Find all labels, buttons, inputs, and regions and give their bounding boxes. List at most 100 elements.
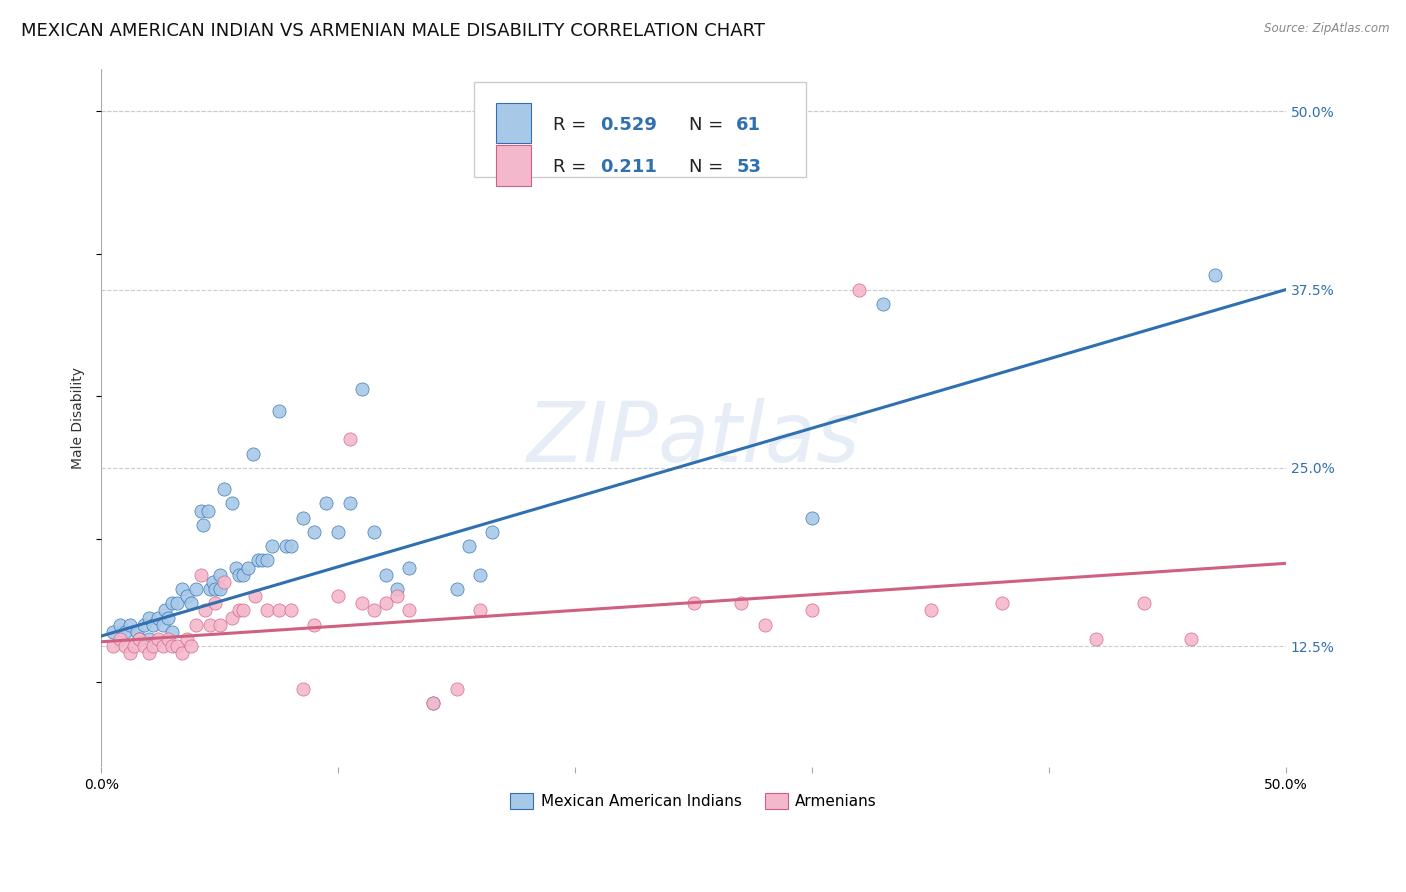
FancyBboxPatch shape	[496, 145, 531, 186]
Point	[221, 610, 243, 624]
Text: MEXICAN AMERICAN INDIAN VS ARMENIAN MALE DISABILITY CORRELATION CHART: MEXICAN AMERICAN INDIAN VS ARMENIAN MALE…	[21, 22, 765, 40]
Point	[339, 496, 361, 510]
Point	[208, 617, 231, 632]
Point	[236, 560, 259, 574]
Point	[114, 639, 136, 653]
Point	[246, 553, 269, 567]
Point	[132, 639, 155, 653]
Point	[990, 596, 1012, 610]
Point	[208, 582, 231, 596]
Point	[152, 639, 174, 653]
Point	[124, 639, 146, 653]
Point	[1085, 632, 1108, 646]
Point	[1204, 268, 1226, 283]
Point	[470, 603, 492, 617]
Point	[228, 603, 250, 617]
Point	[200, 617, 222, 632]
Point	[422, 696, 444, 710]
Point	[180, 639, 202, 653]
Point	[374, 596, 396, 610]
Point	[184, 582, 207, 596]
Point	[208, 567, 231, 582]
Point	[872, 297, 894, 311]
Point	[232, 567, 254, 582]
Text: R =: R =	[553, 116, 592, 134]
Point	[153, 603, 176, 617]
Point	[387, 589, 409, 603]
Point	[242, 446, 264, 460]
Text: 0.211: 0.211	[600, 159, 657, 177]
Point	[682, 596, 704, 610]
Point	[152, 617, 174, 632]
Point	[180, 596, 202, 610]
Point	[291, 510, 314, 524]
FancyBboxPatch shape	[496, 103, 531, 144]
Point	[470, 567, 492, 582]
Point	[128, 632, 150, 646]
Y-axis label: Male Disability: Male Disability	[72, 367, 86, 469]
Point	[184, 617, 207, 632]
Point	[457, 539, 479, 553]
Point	[138, 610, 160, 624]
Point	[291, 681, 314, 696]
Point	[108, 617, 131, 632]
Point	[350, 596, 373, 610]
Point	[170, 646, 193, 660]
Point	[350, 383, 373, 397]
Text: 53: 53	[737, 159, 761, 177]
Point	[280, 539, 302, 553]
Text: R =: R =	[553, 159, 592, 177]
Point	[146, 610, 169, 624]
Point	[801, 510, 824, 524]
Point	[191, 517, 214, 532]
Point	[142, 639, 165, 653]
Point	[1133, 596, 1156, 610]
Point	[398, 603, 420, 617]
Point	[170, 582, 193, 596]
Text: ZIPatlas: ZIPatlas	[527, 399, 860, 479]
Point	[146, 632, 169, 646]
Point	[328, 589, 350, 603]
Point	[256, 603, 278, 617]
Point	[194, 603, 217, 617]
Point	[920, 603, 942, 617]
Point	[267, 403, 290, 417]
Point	[267, 603, 290, 617]
Point	[256, 553, 278, 567]
Point	[118, 617, 141, 632]
Text: 61: 61	[737, 116, 761, 134]
Point	[190, 567, 212, 582]
Point	[156, 632, 179, 646]
Point	[197, 503, 219, 517]
Point	[204, 596, 226, 610]
Point	[108, 632, 131, 646]
Point	[232, 603, 254, 617]
Point	[118, 646, 141, 660]
Point	[801, 603, 824, 617]
Legend: Mexican American Indians, Armenians: Mexican American Indians, Armenians	[505, 788, 883, 815]
Point	[252, 553, 274, 567]
Point	[214, 574, 236, 589]
Point	[374, 567, 396, 582]
Point	[176, 589, 198, 603]
Point	[228, 567, 250, 582]
Point	[446, 582, 468, 596]
Point	[446, 681, 468, 696]
Point	[304, 617, 326, 632]
Point	[481, 524, 503, 539]
Point	[245, 589, 267, 603]
Point	[101, 624, 124, 639]
Point	[328, 524, 350, 539]
Point	[204, 582, 226, 596]
Point	[200, 582, 222, 596]
Point	[274, 539, 297, 553]
Point	[363, 603, 385, 617]
Point	[190, 503, 212, 517]
Text: N =: N =	[689, 159, 728, 177]
Point	[138, 632, 160, 646]
Point	[280, 603, 302, 617]
Point	[848, 283, 870, 297]
Point	[166, 639, 188, 653]
Point	[398, 560, 420, 574]
Point	[101, 639, 124, 653]
